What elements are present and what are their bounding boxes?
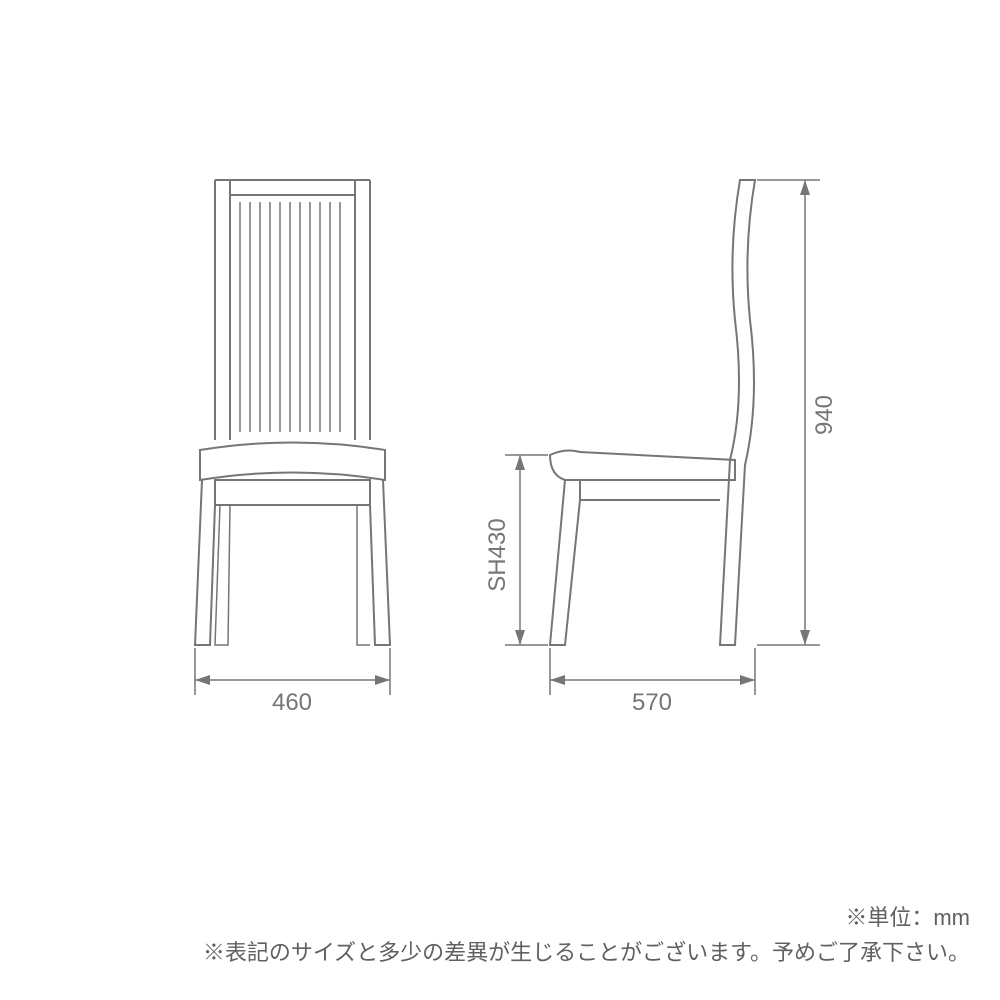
unit-note: ※単位：mm bbox=[203, 900, 970, 935]
disclaimer-note: ※表記のサイズと多少の差異が生じることがございます。予めご了承下さい。 bbox=[203, 935, 970, 970]
dim-depth: 570 bbox=[632, 689, 672, 716]
dim-total-height: 940 bbox=[811, 395, 838, 435]
chair-side-view: 570 SH430 940 bbox=[484, 180, 838, 716]
dim-seat-height: SH430 bbox=[484, 518, 511, 591]
chair-front-view: 460 bbox=[195, 180, 390, 716]
dim-width-front: 460 bbox=[272, 689, 312, 716]
technical-drawing: 460 570 S bbox=[120, 170, 880, 730]
notes-block: ※単位：mm ※表記のサイズと多少の差異が生じることがございます。予めご了承下さ… bbox=[203, 900, 970, 970]
